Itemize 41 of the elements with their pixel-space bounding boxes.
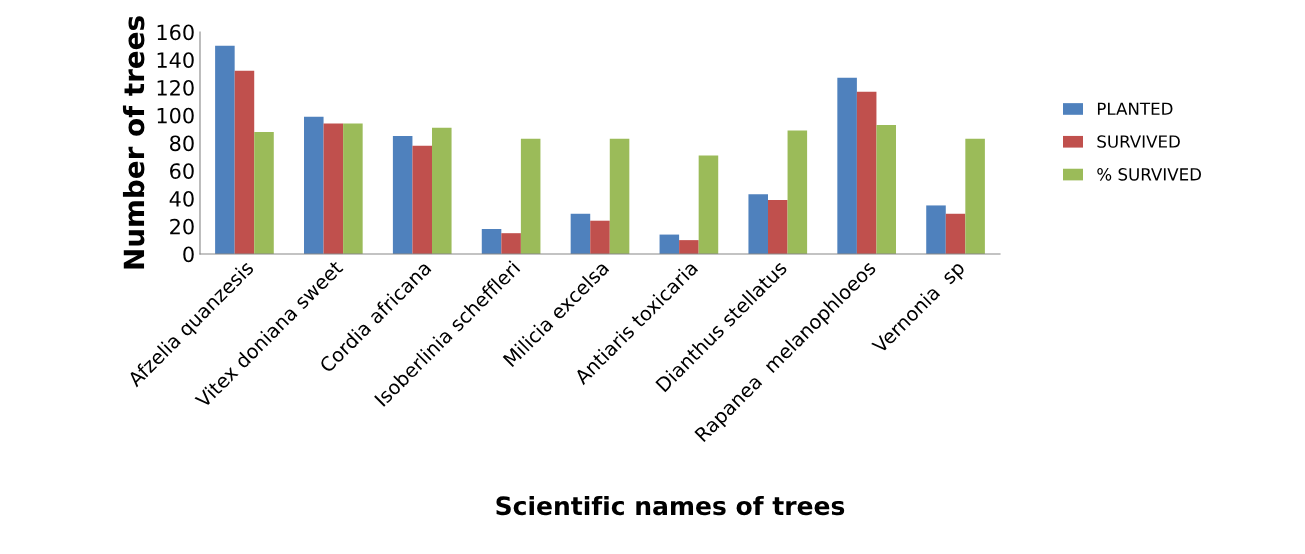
y-tick-label: 80 xyxy=(170,135,194,152)
y-tick-label: 0 xyxy=(183,246,194,263)
y-axis-title: Number of trees xyxy=(122,16,145,269)
bar xyxy=(876,124,896,254)
bar xyxy=(392,136,413,254)
legend-label: % SURVIVED xyxy=(1097,168,1202,181)
x-axis-title: Scientific names of trees xyxy=(496,495,845,516)
bar xyxy=(837,77,857,254)
bar xyxy=(748,194,768,254)
bar xyxy=(856,91,877,254)
bar xyxy=(659,234,680,254)
bar xyxy=(323,123,344,254)
bar xyxy=(926,205,946,254)
y-tick-label: 100 xyxy=(157,107,194,124)
bar xyxy=(481,229,502,254)
y-tick-label: 20 xyxy=(170,218,194,235)
bar xyxy=(304,116,324,254)
bar xyxy=(698,155,719,254)
y-tick-label: 40 xyxy=(169,190,194,207)
bar xyxy=(501,233,521,254)
bar xyxy=(787,130,808,254)
bar xyxy=(432,127,452,254)
y-tick-label: 160 xyxy=(157,24,194,41)
y-tick-label: 60 xyxy=(170,163,194,179)
legend-label: SURVIVED xyxy=(1097,135,1180,148)
bar xyxy=(945,213,966,254)
y-tick-label: 140 xyxy=(157,52,194,68)
bar xyxy=(254,131,274,254)
bar xyxy=(965,138,985,254)
bar xyxy=(768,199,788,254)
bar xyxy=(520,138,541,254)
bar xyxy=(234,70,255,254)
bar xyxy=(215,45,235,254)
bar xyxy=(609,138,630,254)
legend-label: PLANTED xyxy=(1097,102,1173,115)
bar xyxy=(343,123,363,254)
bar xyxy=(570,213,591,254)
y-tick-label: 120 xyxy=(157,79,194,96)
bar xyxy=(679,240,699,254)
bar xyxy=(590,220,610,254)
bar xyxy=(412,145,432,254)
